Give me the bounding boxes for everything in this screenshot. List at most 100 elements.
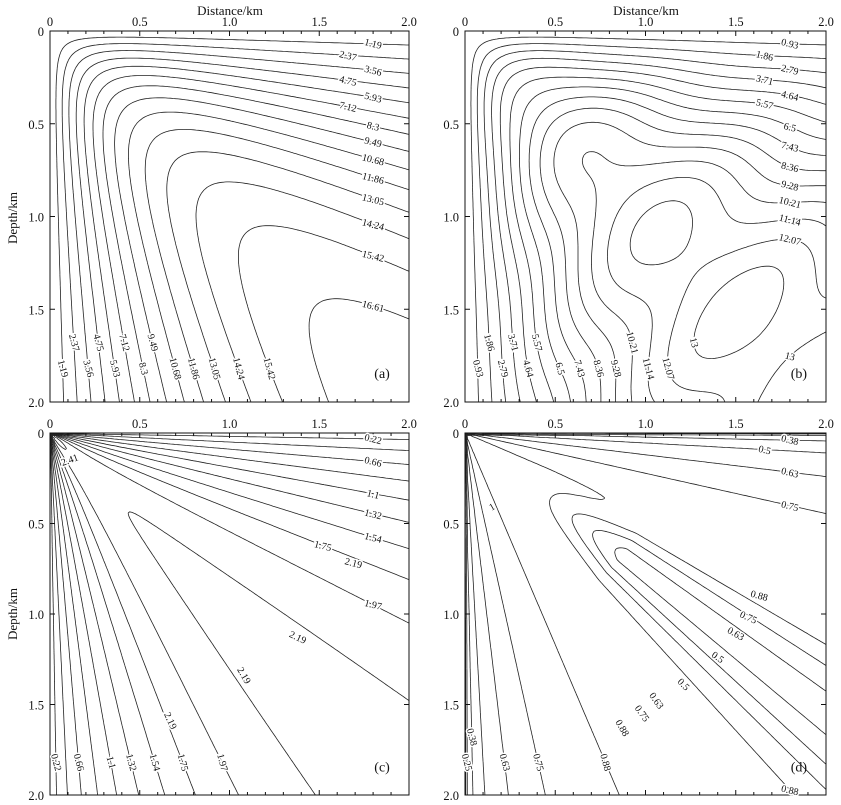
y-tick-label: 2.0 [443,789,459,803]
x-tick-label: 0.5 [132,15,148,29]
y-tick-label: 1.0 [443,608,459,622]
x-tick-label: 1.5 [728,15,744,29]
plot-frame [464,432,827,796]
contour-label-right: 10.21 [778,195,802,211]
contour-label-bottom: 1.75 [175,753,190,773]
contour-label-bottom: 1.1 [104,755,118,770]
contour-label-right: 13.05 [361,192,385,208]
contour-label-bottom: 0.75 [530,753,545,773]
contour-label-right: 9.28 [780,179,800,194]
plot-frame [49,432,410,796]
y-tick-label: 0 [453,427,459,441]
contour-label-right: 9.49 [363,135,383,150]
contour-label-bottom: 4.64 [520,359,535,379]
contour-label-right: 7.12 [338,100,358,115]
y-tick-label: 2.0 [443,396,459,410]
y-tick-label: 1.5 [28,699,44,713]
x-tick-label: 2.0 [818,417,834,431]
x-tick-label: 0 [47,15,53,29]
contour-label-bottom: 12.07 [660,356,676,381]
x-tick-label: 0 [47,417,53,431]
contour-line-2-19 [49,432,410,796]
panel-a: 0 0.5 1.0 1.5 2.0 0 0.5 1.0 1.5 2.0 (a) 1.19 2.37 3.5… [28,15,416,410]
contour-label-bottom: 15.42 [261,356,277,381]
contour-line-9-49 [114,97,410,403]
y-axis-title-c: Depth/km [5,588,20,640]
contour-label-bottom: 0.88 [597,753,612,773]
contour-label-bottom: 9.49 [145,333,160,353]
contour-line-7-43 [528,96,827,403]
contour-label-right: 0.88 [780,784,800,799]
contour-line-1-75 [49,432,410,796]
y-tick-label: 0.5 [28,118,44,132]
contour-line-12-07 [629,200,827,403]
contour-label-right: 14.24 [361,217,385,233]
contour-line-14-24 [195,181,410,403]
contour-label-right: 5.57 [755,97,775,112]
x-tick-label: 1.0 [638,417,654,431]
x-tick-label: 0.5 [547,15,563,29]
x-axis-title-a: Distance/km [197,3,263,18]
contour-label-right: 0.75 [780,499,800,514]
contour-label-bottom: 13 [687,337,700,350]
contour-label-bottom: 8.3 [136,361,150,376]
contour-line-0-75 [464,432,827,796]
contour-label-interior: 0.63 [725,625,746,643]
panel-letter: (c) [374,760,390,775]
contour-label-bottom: 13.05 [206,356,222,381]
contour-line-0-93 [470,36,827,402]
contour-line-8-36 [539,107,826,402]
contour-line-0-5 [464,432,827,796]
contour-label-bottom: 1.54 [147,753,162,773]
contour-line-2-79 [483,50,827,403]
panel-letter: (a) [374,367,390,382]
panel-c: 0 0.5 1.0 1.5 2.000.51.01.52.0(c)2.412.192.1… [28,417,416,803]
contour-line-7-12 [92,75,410,403]
y-tick-label: 0 [453,25,459,39]
contour-label-right: 8.36 [780,160,800,175]
contour-label-right: 0.93 [780,37,800,52]
contour-label-right: 0.38 [780,433,800,448]
contour-line-2-37 [61,43,410,403]
contour-label-bottom: 1.86 [481,333,496,353]
contour-label-right: 13 [784,350,796,363]
y-tick-label: 1.0 [28,608,44,622]
contour-label-right: 8.3 [366,120,381,134]
contour-label-right: 3.71 [755,73,775,88]
y-tick-label: 2.0 [28,396,44,410]
contour-label-right: 5.93 [363,91,383,106]
contour-label-bottom: 0.66 [71,753,86,773]
contour-label-interior: 2.19 [343,556,363,571]
panel-letter: (d) [791,760,808,775]
y-tick-label: 1.0 [28,211,44,225]
contour-label-bottom: 6.5 [553,361,567,376]
x-axis-title-b: Distance/km [613,3,679,18]
x-tick-label: 1.0 [222,15,238,29]
contour-label-interior: 2.19 [234,665,252,686]
contour-label-right: 16.61 [361,299,385,315]
contour-line-1-97 [49,432,410,796]
contour-line-11-14 [607,177,827,403]
x-tick-label: 2.0 [401,15,417,29]
contour-label-right: 1.75 [313,539,333,554]
y-tick-label: 2.0 [28,789,44,803]
contour-label-bottom: 1.97 [214,753,229,773]
contour-label-bottom: 14.24 [230,356,246,381]
contour-line-0-22 [49,432,409,796]
contour-label-interior: 0.63 [646,691,665,712]
x-tick-label: 1.0 [638,15,654,29]
contour-line-10-21 [581,151,827,403]
contour-line-15-42 [238,225,410,403]
x-tick-label: 2.0 [818,15,834,29]
panel-letter: (b) [791,367,808,382]
contour-label-right: 2.37 [338,49,358,64]
contour-label-bottom: 11.14 [640,357,656,381]
x-tick-label: 0.5 [132,417,148,431]
x-tick-label: 1.5 [311,15,327,29]
contour-line-10-68 [128,111,410,403]
contour-line-16-61 [308,298,410,403]
contour-label-right: 1.19 [363,37,383,52]
contour-line-0-63 [464,432,827,796]
contour-label-bottom: 3.56 [80,359,95,379]
contour-line-0-66 [49,432,410,796]
